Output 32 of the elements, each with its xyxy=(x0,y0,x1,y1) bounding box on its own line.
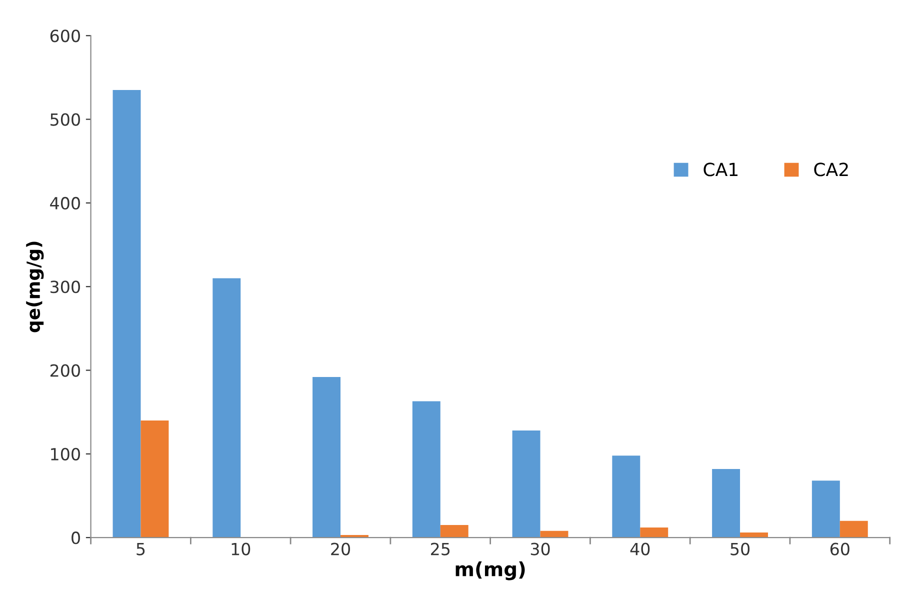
x-tick-label: 20 xyxy=(331,542,350,556)
bar xyxy=(640,528,668,538)
bar xyxy=(440,525,468,538)
bar xyxy=(412,401,440,538)
bar xyxy=(812,480,840,538)
bar xyxy=(212,278,241,538)
y-axis-title: qe(mg/g) xyxy=(26,242,44,332)
x-tick-label: 40 xyxy=(630,542,650,556)
x-tick-label: 50 xyxy=(730,542,750,556)
y-tick-label: 0 xyxy=(72,532,80,544)
y-tick-label: 400 xyxy=(50,196,80,210)
x-tick-label: 60 xyxy=(830,542,850,556)
y-tick-label: 100 xyxy=(51,448,80,460)
x-tick-label: 10 xyxy=(232,542,250,556)
x-tick-label: 25 xyxy=(430,542,450,556)
x-axis-title: m(mg) xyxy=(456,561,525,580)
bar xyxy=(512,430,540,538)
y-tick-label: 500 xyxy=(50,113,80,126)
legend-label: CA1 xyxy=(704,162,738,176)
bar xyxy=(112,90,141,538)
bar xyxy=(840,520,868,538)
bar xyxy=(712,468,740,538)
x-tick-label: 5 xyxy=(136,542,145,556)
y-tick-label: 600 xyxy=(50,30,80,42)
y-tick-label: 200 xyxy=(50,364,80,377)
x-tick-label: 30 xyxy=(530,542,550,556)
bar xyxy=(740,532,768,538)
y-tick-label: 300 xyxy=(50,280,80,294)
bar xyxy=(312,376,340,538)
bar xyxy=(612,456,640,538)
bar xyxy=(140,420,169,538)
legend-label: CA2 xyxy=(814,162,848,176)
